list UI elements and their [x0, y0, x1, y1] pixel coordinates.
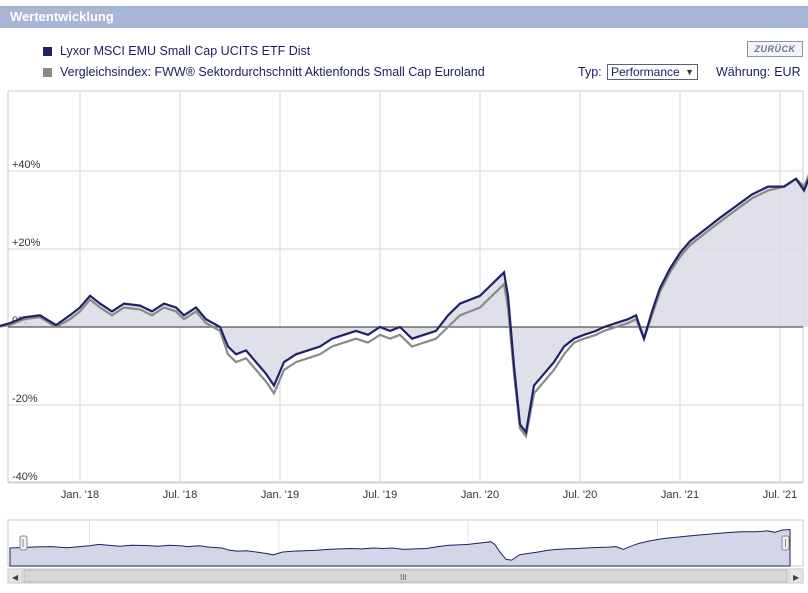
- type-select[interactable]: Performance ▼: [607, 64, 698, 80]
- legend-label-fund: Lyxor MSCI EMU Small Cap UCITS ETF Dist: [60, 44, 311, 58]
- back-button[interactable]: ZURÜCK: [747, 41, 803, 57]
- x-tick-label: Jul. '20: [563, 489, 598, 501]
- legend-swatch-fund: [43, 47, 52, 56]
- legend-item-fund[interactable]: Lyxor MSCI EMU Small Cap UCITS ETF Dist: [0, 43, 808, 61]
- y-tick-label: +40%: [12, 159, 41, 171]
- fund-series-line: [0, 177, 808, 435]
- navigator-area: [9, 528, 791, 567]
- x-tick-label: Jan. '20: [461, 489, 499, 501]
- y-tick-label: -20%: [12, 393, 38, 405]
- x-tick-label: Jan. '19: [261, 489, 299, 501]
- grip-icon: III: [400, 573, 407, 582]
- type-select-value: Performance: [611, 65, 680, 79]
- scrollbar-thumb[interactable]: [23, 569, 788, 583]
- chevron-down-icon: ▼: [685, 67, 694, 77]
- benchmark-series-line: [0, 173, 808, 439]
- scroll-left-button[interactable]: [7, 568, 23, 584]
- x-tick-label: Jul. '18: [163, 489, 198, 501]
- legend-item-benchmark[interactable]: Vergleichsindex: FWW® Sektordurchschnitt…: [0, 64, 808, 82]
- x-tick-label: Jan. '21: [661, 489, 699, 501]
- panel-titlebar: Wertentwicklung: [0, 6, 808, 28]
- currency-label: Währung:: [716, 65, 771, 79]
- arrow-left-icon: ◀: [12, 573, 19, 582]
- y-tick-label: +20%: [12, 237, 41, 249]
- type-label: Typ:: [578, 65, 602, 79]
- scroll-right-button[interactable]: [788, 568, 804, 584]
- x-tick-label: Jul. '19: [363, 489, 398, 501]
- x-tick-label: Jan. '18: [61, 489, 99, 501]
- currency-display: Währung: EUR: [716, 65, 801, 79]
- currency-value: EUR: [774, 65, 801, 79]
- panel-title: Wertentwicklung: [10, 9, 114, 24]
- arrow-right-icon: ▶: [793, 573, 800, 582]
- legend-swatch-benchmark: [43, 68, 52, 77]
- legend-label-benchmark: Vergleichsindex: FWW® Sektordurchschnitt…: [60, 65, 485, 79]
- x-tick-label: Jul. '21: [763, 489, 798, 501]
- y-tick-label: -40%: [12, 471, 38, 483]
